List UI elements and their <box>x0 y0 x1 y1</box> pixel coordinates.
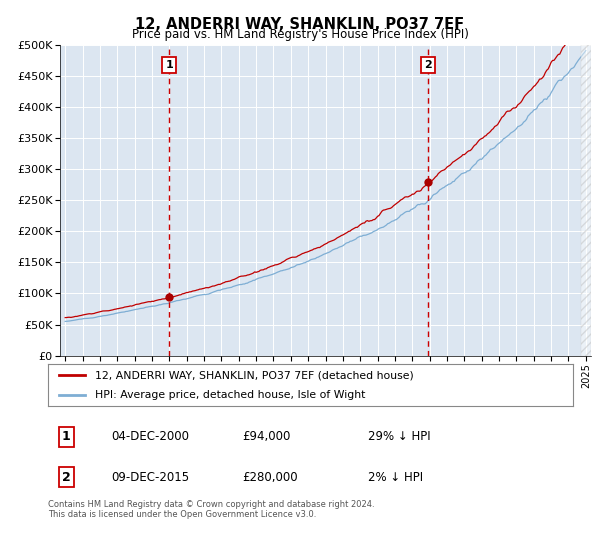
Text: 2: 2 <box>62 470 71 484</box>
Text: Price paid vs. HM Land Registry's House Price Index (HPI): Price paid vs. HM Land Registry's House … <box>131 28 469 41</box>
Text: 12, ANDERRI WAY, SHANKLIN, PO37 7EF: 12, ANDERRI WAY, SHANKLIN, PO37 7EF <box>136 17 464 32</box>
Text: 04-DEC-2000: 04-DEC-2000 <box>111 430 189 444</box>
Text: 1: 1 <box>62 430 71 444</box>
Text: 12, ANDERRI WAY, SHANKLIN, PO37 7EF (detached house): 12, ANDERRI WAY, SHANKLIN, PO37 7EF (det… <box>95 370 414 380</box>
Text: HPI: Average price, detached house, Isle of Wight: HPI: Average price, detached house, Isle… <box>95 390 365 400</box>
Bar <box>169 45 428 356</box>
Text: 2: 2 <box>424 60 432 70</box>
Text: 29% ↓ HPI: 29% ↓ HPI <box>368 430 431 444</box>
Text: 2% ↓ HPI: 2% ↓ HPI <box>368 470 424 484</box>
Text: £280,000: £280,000 <box>242 470 298 484</box>
Text: Contains HM Land Registry data © Crown copyright and database right 2024.
This d: Contains HM Land Registry data © Crown c… <box>48 500 374 519</box>
Text: 1: 1 <box>166 60 173 70</box>
Text: £94,000: £94,000 <box>242 430 290 444</box>
Text: 09-DEC-2015: 09-DEC-2015 <box>111 470 189 484</box>
